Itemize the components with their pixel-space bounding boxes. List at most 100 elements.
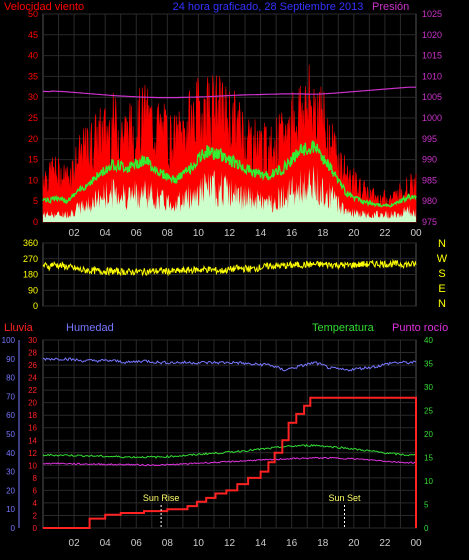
- rain-y-tick: 22: [28, 386, 37, 395]
- rain-y-tick: 0: [33, 524, 38, 533]
- humidity-y-tick: 10: [6, 505, 15, 514]
- humidity-label: Humedad: [66, 322, 114, 334]
- rain-y-tick: 6: [33, 486, 38, 495]
- wind-y-tick: 40: [28, 51, 38, 61]
- x-tick-label: 14: [255, 228, 267, 239]
- x-tick-label: 04: [100, 538, 112, 549]
- humidity-series: [42, 357, 417, 372]
- x-tick-label: 16: [286, 538, 298, 549]
- pressure-y-tick: 1015: [422, 51, 442, 61]
- rain-humidity-temp-chart: Lluvia Humedad Temperatura Punto rocío 0…: [2, 322, 449, 549]
- x-tick-label: 12: [224, 228, 236, 239]
- humidity-y-tick: 50: [6, 430, 15, 439]
- pressure-y-tick: 1025: [422, 9, 442, 19]
- x-tick-label: 22: [379, 538, 391, 549]
- wind-y-tick: 20: [28, 134, 38, 144]
- x-tick-label: 18: [317, 228, 329, 239]
- rain-y-tick: 20: [28, 399, 37, 408]
- compass-label: W: [437, 253, 448, 265]
- direction-y-tick: 360: [23, 238, 38, 248]
- temperature-y-tick: 0: [424, 524, 429, 533]
- direction-y-tick: 0: [33, 301, 38, 311]
- humidity-y-tick: 40: [6, 449, 15, 458]
- pressure-y-tick: 1005: [422, 92, 442, 102]
- direction-y-tick: 90: [28, 285, 38, 295]
- temperature-y-tick: 20: [424, 430, 433, 439]
- wind-min-series: [43, 164, 416, 222]
- wind-y-tick: 5: [33, 196, 38, 206]
- wind-y-tick: 25: [28, 113, 38, 123]
- compass-label: E: [438, 283, 445, 295]
- x-tick-label: 08: [162, 228, 174, 239]
- temperature-series: [42, 443, 417, 459]
- humidity-y-tick: 70: [6, 392, 15, 401]
- wind-y-tick: 0: [33, 217, 38, 227]
- x-tick-label: 02: [69, 228, 81, 239]
- pressure-y-tick: 985: [422, 175, 437, 185]
- rain-y-tick: 26: [28, 361, 37, 370]
- wind-y-tick: 35: [28, 71, 38, 81]
- wind-y-tick: 30: [28, 92, 38, 102]
- x-tick-label: 20: [348, 538, 360, 549]
- pressure-y-tick: 1000: [422, 113, 442, 123]
- sunset-marker-label: Sun Set: [328, 493, 361, 503]
- rain-y-tick: 8: [33, 474, 38, 483]
- wind-y-tick: 10: [28, 175, 38, 185]
- rain-y-tick: 18: [28, 411, 37, 420]
- pressure-y-tick: 975: [422, 217, 437, 227]
- x-tick-label: 02: [69, 538, 81, 549]
- wind-avg-series: [42, 140, 417, 208]
- pressure-y-tick: 1010: [422, 71, 442, 81]
- humidity-y-tick: 0: [11, 524, 16, 533]
- x-tick-label: 00: [410, 228, 422, 239]
- temperature-y-tick: 15: [424, 454, 433, 463]
- rain-y-tick: 16: [28, 424, 37, 433]
- direction-y-tick: 270: [23, 254, 38, 264]
- rain-y-tick: 4: [33, 499, 38, 508]
- x-tick-label: 20: [348, 228, 360, 239]
- wind-y-tick: 15: [28, 155, 38, 165]
- compass-label: S: [438, 268, 445, 280]
- x-tick-label: 12: [224, 538, 236, 549]
- rain-y-tick: 10: [28, 461, 37, 470]
- rain-y-tick: 12: [28, 449, 37, 458]
- rain-series: [43, 396, 417, 529]
- x-tick-label: 22: [379, 228, 391, 239]
- x-tick-label: 00: [410, 538, 422, 549]
- rain-y-tick: 2: [33, 511, 38, 520]
- sunrise-marker-label: Sun Rise: [143, 493, 180, 503]
- pressure-label: Presión: [372, 1, 409, 13]
- temperature-label: Temperatura: [312, 322, 375, 334]
- rain-y-tick: 30: [28, 336, 37, 345]
- x-tick-label: 18: [317, 538, 329, 549]
- dewpoint-label: Punto rocío: [392, 322, 448, 334]
- x-tick-label: 08: [162, 538, 174, 549]
- rain-y-tick: 24: [28, 374, 37, 383]
- compass-label: N: [438, 238, 446, 250]
- wind-y-tick: 45: [28, 30, 38, 40]
- humidity-y-tick: 30: [6, 468, 15, 477]
- x-tick-label: 10: [193, 538, 205, 549]
- dewpoint-series: [42, 456, 417, 467]
- temperature-y-tick: 40: [424, 336, 433, 345]
- temperature-y-tick: 35: [424, 360, 433, 369]
- x-tick-label: 14: [255, 538, 267, 549]
- x-tick-label: 06: [131, 228, 143, 239]
- humidity-y-tick: 20: [6, 486, 15, 495]
- humidity-y-tick: 60: [6, 411, 15, 420]
- temperature-y-tick: 10: [424, 477, 433, 486]
- x-tick-label: 16: [286, 228, 298, 239]
- pressure-series: [42, 86, 416, 99]
- pressure-y-tick: 990: [422, 155, 437, 165]
- chart-title: 24 hora graficado, 28 Septiembre 2013: [173, 1, 364, 13]
- pressure-y-tick: 980: [422, 196, 437, 206]
- temperature-y-tick: 25: [424, 407, 433, 416]
- rain-y-tick: 14: [28, 436, 37, 445]
- x-tick-label: 06: [131, 538, 143, 549]
- pressure-y-tick: 1020: [422, 30, 442, 40]
- pressure-y-tick: 995: [422, 134, 437, 144]
- humidity-y-tick: 80: [6, 374, 15, 383]
